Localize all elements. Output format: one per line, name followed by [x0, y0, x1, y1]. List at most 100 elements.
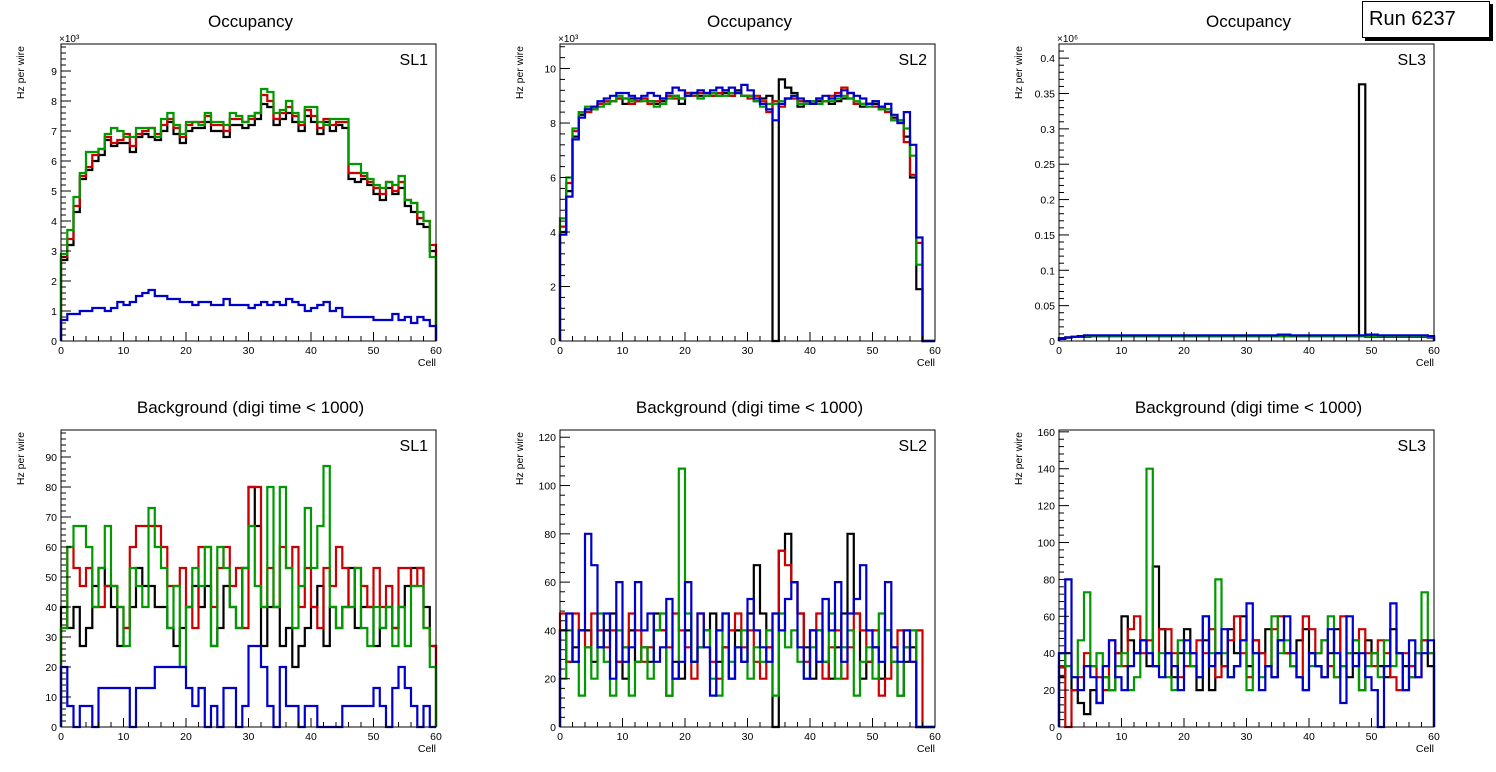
y-tick-label: 5	[51, 186, 57, 198]
y-tick-label: 1	[51, 306, 57, 318]
run-label: Run 6237	[1369, 8, 1456, 30]
series-green	[558, 467, 935, 729]
series-blue	[558, 83, 935, 343]
x-tick-label: 20	[1178, 731, 1190, 743]
series-green	[59, 87, 438, 341]
x-tick-label: 30	[742, 731, 754, 743]
x-tick-label: 60	[1428, 345, 1440, 357]
x-tick-label: 30	[742, 345, 754, 357]
x-tick-label: 20	[1178, 345, 1190, 357]
y-tick-label: 20	[544, 674, 556, 686]
chart-title: Occupancy	[707, 12, 793, 31]
y-tick-label: 0.15	[1035, 230, 1056, 242]
series-red	[558, 86, 935, 343]
chart-title: Background (digi time < 1000)	[137, 398, 364, 417]
y-tick-label: 50	[45, 572, 57, 584]
superlayer-label: SL2	[899, 438, 928, 455]
x-tick-label: 60	[430, 345, 442, 357]
y-tick-label: 100	[1037, 538, 1055, 550]
chart-title: Background (digi time < 1000)	[1135, 398, 1362, 417]
y-tick-label: 40	[544, 625, 556, 637]
x-tick-label: 50	[1366, 731, 1378, 743]
x-tick-label: 60	[1428, 731, 1440, 743]
x-tick-label: 10	[1116, 345, 1128, 357]
x-axis-label: Cell	[917, 743, 935, 755]
y-exponent-label: ×10⁶	[1057, 34, 1078, 45]
y-tick-label: 20	[1043, 685, 1055, 697]
y-tick-label: 0.35	[1035, 89, 1056, 101]
x-tick-label: 10	[1116, 731, 1128, 743]
x-tick-label: 60	[929, 345, 941, 357]
y-exponent-label: ×10³	[558, 34, 579, 45]
chart-title: Occupancy	[208, 12, 294, 31]
x-tick-label: 0	[1056, 731, 1062, 743]
superlayer-label: SL1	[400, 438, 429, 455]
y-axis-label: Hz per wire	[514, 46, 526, 99]
x-tick-label: 40	[1303, 345, 1315, 357]
y-tick-label: 140	[1037, 464, 1055, 476]
y-tick-label: 2	[51, 276, 57, 288]
x-tick-label: 40	[804, 731, 816, 743]
chart-title: Occupancy	[1206, 12, 1292, 31]
x-tick-label: 50	[867, 345, 879, 357]
y-tick-label: 2	[550, 282, 556, 294]
y-tick-label: 30	[45, 632, 57, 644]
x-tick-label: 50	[368, 345, 380, 357]
y-tick-label: 120	[538, 432, 556, 444]
series-blue	[1057, 333, 1436, 341]
x-axis-label: Cell	[917, 357, 935, 369]
x-tick-label: 40	[804, 345, 816, 357]
y-tick-label: 60	[544, 577, 556, 589]
x-tick-label: 10	[118, 345, 130, 357]
x-tick-label: 30	[1241, 731, 1253, 743]
x-tick-label: 20	[679, 345, 691, 357]
y-tick-label: 8	[51, 96, 57, 108]
y-tick-label: 80	[45, 482, 57, 494]
y-tick-label: 9	[51, 66, 57, 78]
series-green	[59, 464, 438, 727]
x-tick-label: 40	[1303, 731, 1315, 743]
x-axis-label: Cell	[418, 357, 436, 369]
y-tick-label: 10	[544, 64, 556, 76]
y-tick-label: 0.4	[1040, 53, 1055, 65]
x-tick-label: 30	[1241, 345, 1253, 357]
x-tick-label: 30	[243, 345, 255, 357]
series-black	[59, 102, 438, 341]
series-blue	[59, 644, 436, 729]
y-tick-label: 100	[538, 481, 556, 493]
y-tick-label: 0.05	[1035, 301, 1056, 313]
y-tick-label: 0.25	[1035, 159, 1056, 171]
y-tick-label: 0	[1049, 722, 1055, 734]
y-tick-label: 20	[45, 662, 57, 674]
y-tick-label: 0	[51, 336, 57, 348]
y-tick-label: 80	[1043, 574, 1055, 586]
run-label-box: Run 6237	[1362, 1, 1490, 38]
x-tick-label: 0	[557, 345, 563, 357]
y-tick-label: 7	[51, 126, 57, 138]
y-tick-label: 0	[1049, 336, 1055, 348]
x-tick-label: 10	[118, 731, 130, 743]
y-tick-label: 8	[550, 118, 556, 130]
x-axis-label: Cell	[1416, 743, 1434, 755]
y-tick-label: 0	[550, 336, 556, 348]
x-tick-label: 10	[617, 731, 629, 743]
y-tick-label: 60	[1043, 611, 1055, 623]
y-tick-label: 10	[45, 692, 57, 704]
x-tick-label: 10	[617, 345, 629, 357]
chart-panel-5: Background (digi time < 1000) 0 10 20 30 40 50…	[514, 398, 941, 755]
x-axis-label: Cell	[418, 743, 436, 755]
y-tick-label: 0.1	[1040, 265, 1055, 277]
x-tick-label: 50	[368, 731, 380, 743]
y-tick-label: 120	[1037, 501, 1055, 513]
y-tick-label: 40	[1043, 648, 1055, 660]
series-green	[558, 91, 935, 343]
series-blue	[1057, 578, 1436, 729]
y-tick-label: 3	[51, 246, 57, 258]
chart-panel-4: Background (digi time < 1000) 0 10 20 30 40 50…	[15, 398, 442, 755]
y-axis-label: Hz per wire	[15, 432, 27, 485]
x-tick-label: 60	[430, 731, 442, 743]
y-tick-label: 6	[550, 173, 556, 185]
x-tick-label: 50	[1366, 345, 1378, 357]
y-exponent-label: ×10³	[59, 34, 80, 45]
y-tick-label: 6	[51, 156, 57, 168]
